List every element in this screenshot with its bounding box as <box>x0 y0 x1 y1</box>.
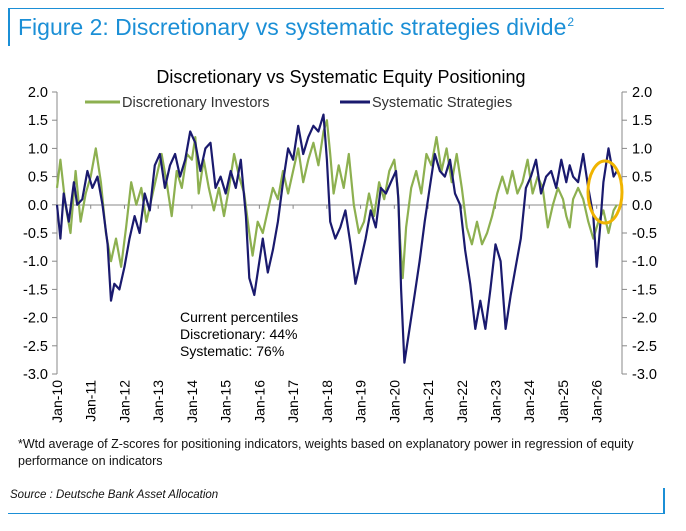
x-tick-label: Jan-21 <box>420 380 436 423</box>
title-frame-top <box>8 8 664 9</box>
chart-area: Discretionary vs Systematic Equity Posit… <box>23 67 657 423</box>
source: Source : Deutsche Bank Asset Allocation <box>10 489 219 501</box>
y-tick-right-label: -3.0 <box>632 367 657 383</box>
annotation-line-3: Systematic: 76% <box>180 343 284 359</box>
x-tick-label: Jan-24 <box>521 380 537 423</box>
x-tick-label: Jan-19 <box>353 380 369 423</box>
y-tick-right-label: -1.5 <box>632 282 657 298</box>
x-tick-label: Jan-25 <box>555 380 571 423</box>
title-frame-left <box>8 8 10 46</box>
x-tick-label: Jan-26 <box>589 380 605 423</box>
x-tick-label: Jan-23 <box>488 380 504 423</box>
y-tick-left-label: 1.0 <box>28 141 48 157</box>
x-tick-label: Jan-11 <box>83 380 99 422</box>
y-tick-right-label: -0.5 <box>632 226 657 242</box>
y-tick-right-label: -1.0 <box>632 254 657 270</box>
x-tick-label: Jan-10 <box>49 380 65 423</box>
y-tick-left-label: 0.5 <box>28 170 48 186</box>
y-tick-left-label: -2.0 <box>23 311 48 327</box>
y-tick-left-label: -2.5 <box>23 339 48 355</box>
y-ticks-left: 2.0 1.5 1.0 0.5 0.0 -0.5 -1.0 -1.5 -2.0 -2.5 -3.0 <box>23 85 57 383</box>
x-tick-label: Jan-20 <box>386 380 402 423</box>
annotation-line-1: Current percentiles <box>180 309 298 325</box>
y-tick-left-label: -1.5 <box>23 282 48 298</box>
y-tick-right-label: -2.5 <box>632 339 657 355</box>
chart-title: Discretionary vs Systematic Equity Posit… <box>156 67 525 87</box>
annotation: Current percentiles Discretionary: 44% S… <box>180 309 298 359</box>
source-frame-right <box>663 488 665 514</box>
x-tick-label: Jan-16 <box>251 380 267 423</box>
figure-title-text: Figure 2: Discretionary vs systematic st… <box>18 14 567 40</box>
highlight-circle <box>586 159 624 225</box>
y-tick-left-label: 0.0 <box>28 198 48 214</box>
source-frame-bottom <box>8 513 664 514</box>
y-tick-right-label: -2.0 <box>632 311 657 327</box>
y-tick-right-label: 0.0 <box>632 198 652 214</box>
legend-label-systematic: Systematic Strategies <box>372 95 512 111</box>
y-tick-left-label: -1.0 <box>23 254 48 270</box>
y-tick-right-label: 0.5 <box>632 170 652 186</box>
x-tick-label: Jan-18 <box>319 380 335 423</box>
series-line-systematic <box>55 113 618 364</box>
legend-label-discretionary: Discretionary Investors <box>122 95 269 111</box>
series-line-discretionary <box>55 119 618 280</box>
y-ticks-right: 2.0 1.5 1.0 0.5 0.0 -0.5 -1.0 -1.5 -2.0 -2.5 -3.0 <box>622 85 657 383</box>
figure-title: Figure 2: Discretionary vs systematic st… <box>18 14 574 41</box>
y-tick-right-label: 1.0 <box>632 141 652 157</box>
x-ticks: Jan-10 Jan-11 Jan-12 Jan-13 Jan-14 Jan-15 Jan-… <box>49 204 605 423</box>
figure-title-footnote-mark: 2 <box>567 15 575 30</box>
series-layer <box>55 113 618 364</box>
x-tick-label: Jan-17 <box>285 380 301 423</box>
x-tick-label: Jan-12 <box>116 380 132 423</box>
y-tick-left-label: 2.0 <box>28 85 48 101</box>
y-tick-right-label: 1.5 <box>632 113 652 129</box>
x-tick-label: Jan-13 <box>150 380 166 423</box>
legend: Discretionary Investors Systematic Strat… <box>85 95 512 111</box>
footnote: *Wtd average of Z-scores for positioning… <box>18 437 634 468</box>
x-tick-label: Jan-22 <box>454 380 470 423</box>
y-tick-left-label: 1.5 <box>28 113 48 129</box>
y-tick-left-label: -0.5 <box>23 226 48 242</box>
y-tick-right-label: 2.0 <box>632 85 652 101</box>
x-tick-label: Jan-14 <box>184 380 200 423</box>
annotation-line-2: Discretionary: 44% <box>180 326 298 342</box>
y-tick-left-label: -3.0 <box>23 367 48 383</box>
x-tick-label: Jan-15 <box>218 380 234 423</box>
